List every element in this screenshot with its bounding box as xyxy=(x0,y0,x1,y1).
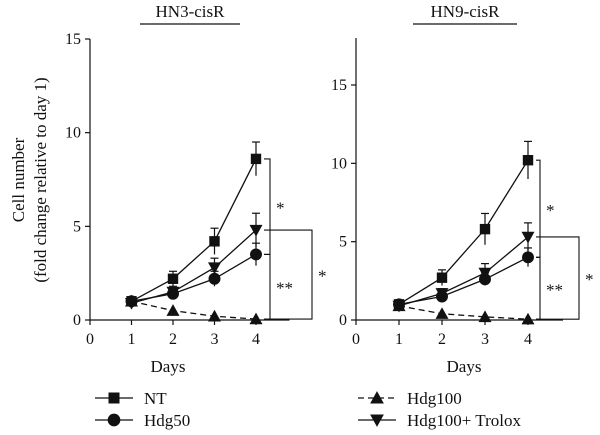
y-tick-label: 0 xyxy=(73,312,81,329)
data-point-nt xyxy=(436,272,448,283)
legend-label-hdg100-trolox: Hdg100+ Trolox xyxy=(407,411,521,430)
series-line-nt xyxy=(398,159,529,305)
x-tick-label: 0 xyxy=(352,331,360,348)
y-tick-label: 5 xyxy=(339,234,347,251)
legend-label-hdg50: Hdg50 xyxy=(144,411,190,430)
significance-bracket xyxy=(536,236,580,320)
data-point-hdg100-trolox xyxy=(166,286,180,299)
y-tick-label: 10 xyxy=(65,125,81,142)
data-point-hdg100-trolox xyxy=(435,288,449,300)
data-point-nt xyxy=(522,155,534,166)
y-tick-label: 0 xyxy=(339,312,347,329)
data-point-hdg100 xyxy=(478,310,492,323)
x-tick-label: 1 xyxy=(395,331,403,348)
significance-label: * xyxy=(585,270,594,289)
legend-label-nt: NT xyxy=(144,389,167,408)
x-tick-label: 0 xyxy=(86,331,94,348)
data-point-hdg100 xyxy=(521,312,535,325)
series-line-hdg50 xyxy=(131,253,257,302)
series-line-hdg100-trolox xyxy=(398,236,529,307)
series-line-hdg100-trolox xyxy=(131,229,257,304)
data-point-hdg100 xyxy=(249,312,263,325)
y-tick-label: 10 xyxy=(331,155,347,172)
legend: NT Hdg50 Hdg100 Hdg100+ Trolox xyxy=(95,389,521,430)
significance-label: ** xyxy=(276,279,293,298)
data-point-hdg100-trolox xyxy=(249,224,263,237)
significance-label: ** xyxy=(546,280,563,299)
y-tick-label: 5 xyxy=(73,218,81,235)
data-point-nt xyxy=(479,223,491,235)
data-point-hdg100-trolox xyxy=(125,297,138,310)
significance-bracket xyxy=(536,256,541,320)
x-tick-label: 2 xyxy=(169,331,177,348)
x-tick-label: 3 xyxy=(481,331,489,348)
data-point-nt xyxy=(167,273,179,284)
data-point-hdg100-trolox xyxy=(208,262,221,275)
panel-title: HN3-cisR xyxy=(156,2,226,21)
x-axis-label: Days xyxy=(447,357,482,376)
x-tick-label: 1 xyxy=(128,331,136,348)
series-line-hdg100 xyxy=(131,300,257,320)
series-line-hdg100 xyxy=(398,305,529,320)
legend-label-hdg100: Hdg100 xyxy=(407,389,462,408)
x-tick-label: 4 xyxy=(252,331,260,348)
data-point-hdg100 xyxy=(166,304,180,316)
significance-label: * xyxy=(546,201,555,220)
significance-label: * xyxy=(318,267,327,286)
data-point-hdg50 xyxy=(250,248,262,261)
panel-title: HN9-cisR xyxy=(431,2,501,21)
x-axis-label: Days xyxy=(151,357,186,376)
significance-bracket xyxy=(536,159,541,258)
data-point-hdg100 xyxy=(435,307,449,319)
data-point-hdg100-trolox xyxy=(478,267,492,280)
series-line-nt xyxy=(131,158,257,302)
y-tick-label: 15 xyxy=(65,31,81,48)
significance-label: * xyxy=(276,199,285,218)
data-point-hdg100 xyxy=(208,309,221,322)
series-line-hdg50 xyxy=(398,256,529,305)
x-tick-label: 2 xyxy=(438,331,446,348)
significance-bracket xyxy=(264,158,271,255)
data-point-nt xyxy=(209,236,220,247)
data-point-nt xyxy=(250,153,262,165)
y-tick-label: 15 xyxy=(331,77,347,94)
legend-marker-hdg100 xyxy=(370,391,384,404)
significance-bracket xyxy=(264,253,271,320)
y-axis-label-line2: (fold change relative to day 1) xyxy=(31,77,50,282)
y-axis-label-line1: Cell number xyxy=(9,137,28,222)
data-point-hdg50 xyxy=(522,251,534,264)
x-tick-label: 3 xyxy=(211,331,219,348)
significance-bracket xyxy=(264,229,313,320)
data-point-hdg100-trolox xyxy=(521,231,535,244)
data-point-hdg100-trolox xyxy=(392,300,406,313)
x-tick-label: 4 xyxy=(524,331,532,348)
legend-marker-hdg100-trolox xyxy=(370,414,384,427)
data-point-hdg50 xyxy=(208,272,221,285)
legend-marker-nt xyxy=(108,392,120,404)
legend-marker-hdg50 xyxy=(107,413,121,427)
